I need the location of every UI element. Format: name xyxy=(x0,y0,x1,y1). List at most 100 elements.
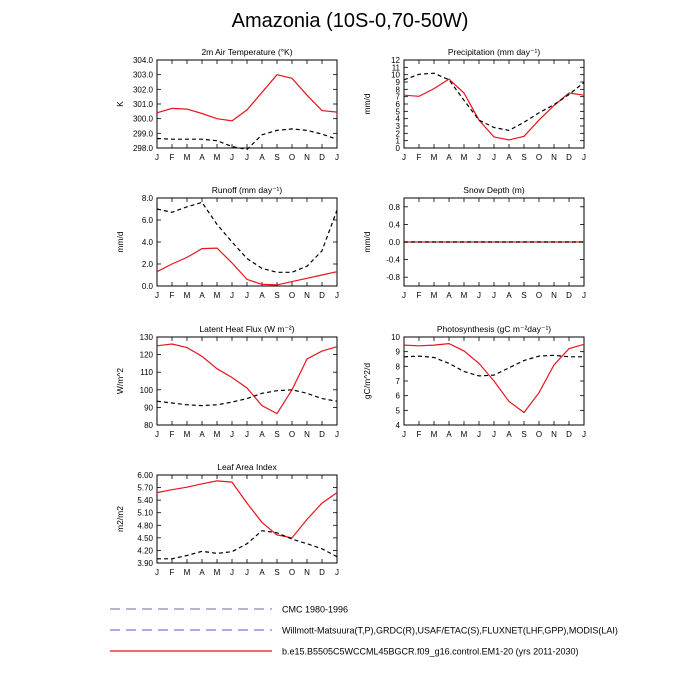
x-tick-label: J xyxy=(245,291,249,300)
panel-title: Leaf Area Index xyxy=(217,462,277,472)
x-tick-label: A xyxy=(446,430,452,439)
x-tick-label: S xyxy=(521,153,526,162)
series-line-observed xyxy=(156,389,338,407)
y-axis-label: W/m^2 xyxy=(115,368,125,394)
y-tick-label: 80 xyxy=(144,421,153,430)
x-tick-label: A xyxy=(259,568,265,577)
x-tick-label: A xyxy=(259,430,265,439)
series-line-model xyxy=(403,78,585,141)
x-tick-label: J xyxy=(155,153,159,162)
x-tick-label: A xyxy=(199,153,205,162)
x-tick-label: N xyxy=(304,153,310,162)
panel-3: Snow Depth (m)mm/dJ F M A M J J A S O N D J-0.8-0.40… xyxy=(362,185,586,300)
x-tick-label: J xyxy=(335,153,339,162)
x-tick-label: J xyxy=(582,291,586,300)
x-tick-label: N xyxy=(551,430,557,439)
x-tick-label: O xyxy=(289,430,295,439)
x-tick-label: J xyxy=(402,291,406,300)
y-tick-label: 5.10 xyxy=(137,509,153,518)
legend-label: b.e15.B5505C5WCCML45BGCR.f09_g16.control… xyxy=(282,647,579,657)
series-line-observed xyxy=(403,72,585,132)
x-tick-label: S xyxy=(521,291,526,300)
panel-2: Runoff (mm day⁻¹)mm/dJ F M A M J J A S O N D J0.02.0… xyxy=(115,185,339,300)
y-tick-label: 3.90 xyxy=(137,559,153,568)
x-tick-label: A xyxy=(506,291,512,300)
y-tick-label: 8 xyxy=(396,362,401,371)
x-tick-label: O xyxy=(289,291,295,300)
x-tick-label: J xyxy=(155,568,159,577)
x-tick-label: M xyxy=(214,291,221,300)
y-axis-label: m2/m2 xyxy=(115,506,125,532)
legend-entry: b.e15.B5505C5WCCML45BGCR.f09_g16.control… xyxy=(110,647,579,657)
x-tick-label: S xyxy=(274,291,279,300)
x-tick-label: J xyxy=(230,430,234,439)
x-tick-label: J xyxy=(335,430,339,439)
x-tick-label: F xyxy=(170,430,175,439)
y-tick-label: 2 xyxy=(396,129,401,138)
x-tick-label: F xyxy=(417,153,422,162)
x-tick-label: J xyxy=(245,153,249,162)
panel-1: Precipitation (mm day⁻¹)mm/dJ F M A M J J A S O N D… xyxy=(362,47,586,162)
y-tick-label: 5 xyxy=(396,406,401,415)
x-tick-label: O xyxy=(536,153,542,162)
x-tick-label: A xyxy=(259,291,265,300)
y-tick-label: 100 xyxy=(140,386,154,395)
x-tick-label: M xyxy=(431,430,438,439)
x-tick-label: A xyxy=(199,430,205,439)
x-tick-label: M xyxy=(431,153,438,162)
y-tick-label: 1 xyxy=(396,137,401,146)
x-tick-label: J xyxy=(230,568,234,577)
x-tick-label: J xyxy=(335,291,339,300)
x-tick-label: O xyxy=(536,291,542,300)
y-tick-label: -0.4 xyxy=(386,256,400,265)
y-tick-label: 7 xyxy=(396,93,401,102)
x-tick-label: J xyxy=(402,153,406,162)
x-tick-label: M xyxy=(184,291,191,300)
x-tick-label: J xyxy=(492,153,496,162)
x-tick-label: J xyxy=(477,430,481,439)
x-tick-label: M xyxy=(461,430,468,439)
y-tick-label: 0.0 xyxy=(142,282,154,291)
x-tick-label: J xyxy=(230,291,234,300)
x-tick-label: N xyxy=(551,153,557,162)
x-tick-label: J xyxy=(477,291,481,300)
y-tick-label: 11 xyxy=(392,63,401,72)
x-tick-label: S xyxy=(274,568,279,577)
x-tick-label: J xyxy=(582,430,586,439)
y-tick-label: 302.0 xyxy=(133,85,154,94)
y-tick-label: 4.50 xyxy=(137,534,153,543)
legend-entry: CMC 1980-1996 xyxy=(110,605,348,615)
x-tick-label: F xyxy=(417,291,422,300)
x-tick-label: J xyxy=(477,153,481,162)
x-tick-label: S xyxy=(274,430,279,439)
y-tick-label: 0.4 xyxy=(389,220,401,229)
x-tick-label: N xyxy=(551,291,557,300)
y-tick-label: 4 xyxy=(396,421,401,430)
x-tick-label: D xyxy=(319,291,325,300)
y-tick-label: 0.0 xyxy=(389,238,401,247)
panel-title: Latent Heat Flux (W m⁻²) xyxy=(199,324,294,334)
x-tick-label: S xyxy=(521,430,526,439)
y-tick-label: 90 xyxy=(144,403,153,412)
x-tick-label: A xyxy=(446,291,452,300)
x-tick-label: S xyxy=(274,153,279,162)
series-line-observed xyxy=(156,128,338,151)
x-tick-label: D xyxy=(319,568,325,577)
legend-entry: Willmott-Matsuura(T,P),GRDC(R),USAF/ETAC… xyxy=(110,626,618,636)
panel-title: Snow Depth (m) xyxy=(463,185,525,195)
y-tick-label: 10 xyxy=(391,333,400,342)
x-tick-label: D xyxy=(319,153,325,162)
y-tick-label: 7 xyxy=(396,377,401,386)
y-tick-label: 4 xyxy=(396,115,401,124)
x-tick-label: M xyxy=(184,430,191,439)
x-tick-label: F xyxy=(170,568,175,577)
x-tick-label: J xyxy=(335,568,339,577)
y-tick-label: 2.0 xyxy=(142,260,154,269)
figure-title: Amazonia (10S-0,70-50W) xyxy=(231,10,469,32)
y-tick-label: 8 xyxy=(396,85,401,94)
series-line-model xyxy=(156,343,338,415)
y-tick-label: 120 xyxy=(140,351,154,360)
y-tick-label: 0 xyxy=(396,144,401,153)
